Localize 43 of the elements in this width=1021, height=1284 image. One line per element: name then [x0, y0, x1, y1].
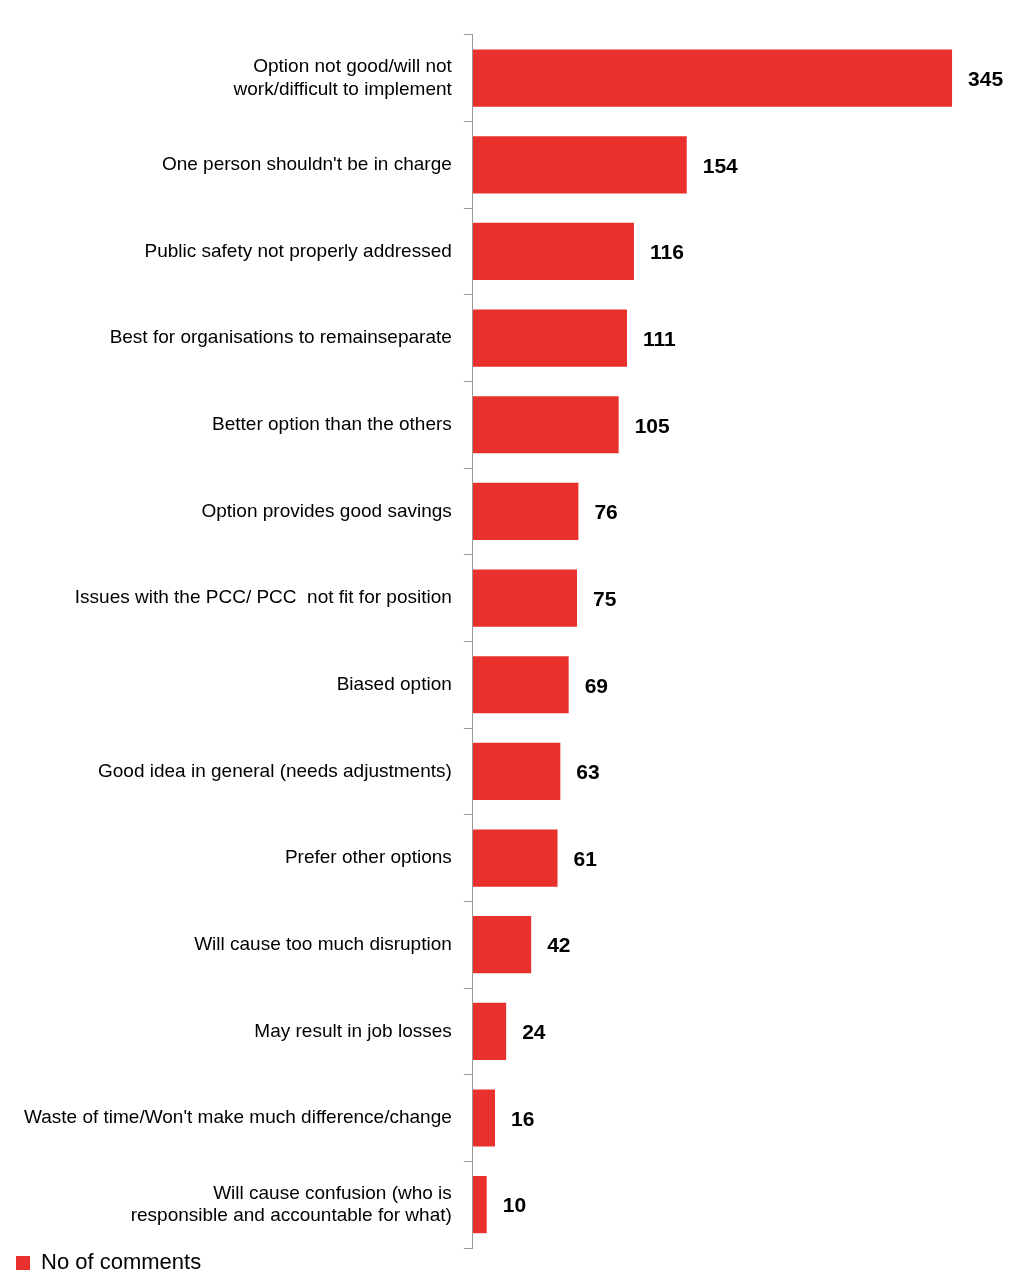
data-label: 345 — [968, 66, 1004, 90]
data-label: 75 — [593, 586, 617, 610]
data-label: 42 — [547, 933, 571, 957]
y-tick-label: Good idea in general (needs adjustments) — [97, 759, 452, 781]
y-tick-label: Prefer other options — [284, 846, 452, 868]
y-tick-label: Will cause confusion (who is responsible and accountable for what) — [130, 1181, 452, 1226]
bar — [472, 482, 579, 541]
y-tick-label: Better option than the others — [212, 412, 452, 434]
y-tick-label: Issues with the PCC/ PCC not fit for position — [74, 586, 452, 608]
bar — [472, 136, 687, 194]
y-tick-label: Biased option — [336, 672, 452, 694]
bar — [472, 742, 561, 800]
bar — [472, 49, 953, 107]
data-label: 154 — [702, 153, 739, 177]
bar — [472, 829, 558, 887]
data-label: 111 — [643, 326, 677, 350]
data-label: 63 — [576, 760, 600, 784]
data-label: 69 — [584, 673, 609, 697]
bar — [472, 1002, 507, 1060]
data-label: 24 — [522, 1020, 546, 1044]
legend-label: No of comments — [41, 1249, 202, 1275]
y-tick-label: One person shouldn't be in charge — [161, 153, 452, 175]
bar — [472, 309, 628, 367]
data-label: 105 — [634, 413, 671, 437]
bar — [472, 569, 577, 627]
data-label: 61 — [573, 846, 598, 870]
y-tick-label: Waste of time/Won't make much difference/change — [23, 1106, 452, 1128]
y-tick-label: Public safety not properly addressed — [144, 239, 452, 261]
data-label: 16 — [511, 1106, 535, 1130]
bar — [472, 916, 532, 974]
y-tick-label: Will cause too much disruption — [194, 932, 452, 954]
data-label: 10 — [502, 1193, 527, 1217]
data-label: 76 — [594, 500, 618, 524]
y-tick-label: Option provides good savings — [201, 499, 452, 521]
bar — [472, 656, 569, 714]
y-tick-label: Option not good/will not work/difficult to implement — [232, 54, 453, 99]
y-tick-label: May result in job losses — [254, 1019, 452, 1041]
y-tick-label: Best for organisations to remainseparate — [109, 326, 452, 348]
bar — [472, 396, 619, 454]
bar — [472, 222, 634, 281]
bar — [472, 1176, 487, 1234]
data-label: 116 — [649, 240, 684, 264]
bar — [472, 1089, 496, 1147]
